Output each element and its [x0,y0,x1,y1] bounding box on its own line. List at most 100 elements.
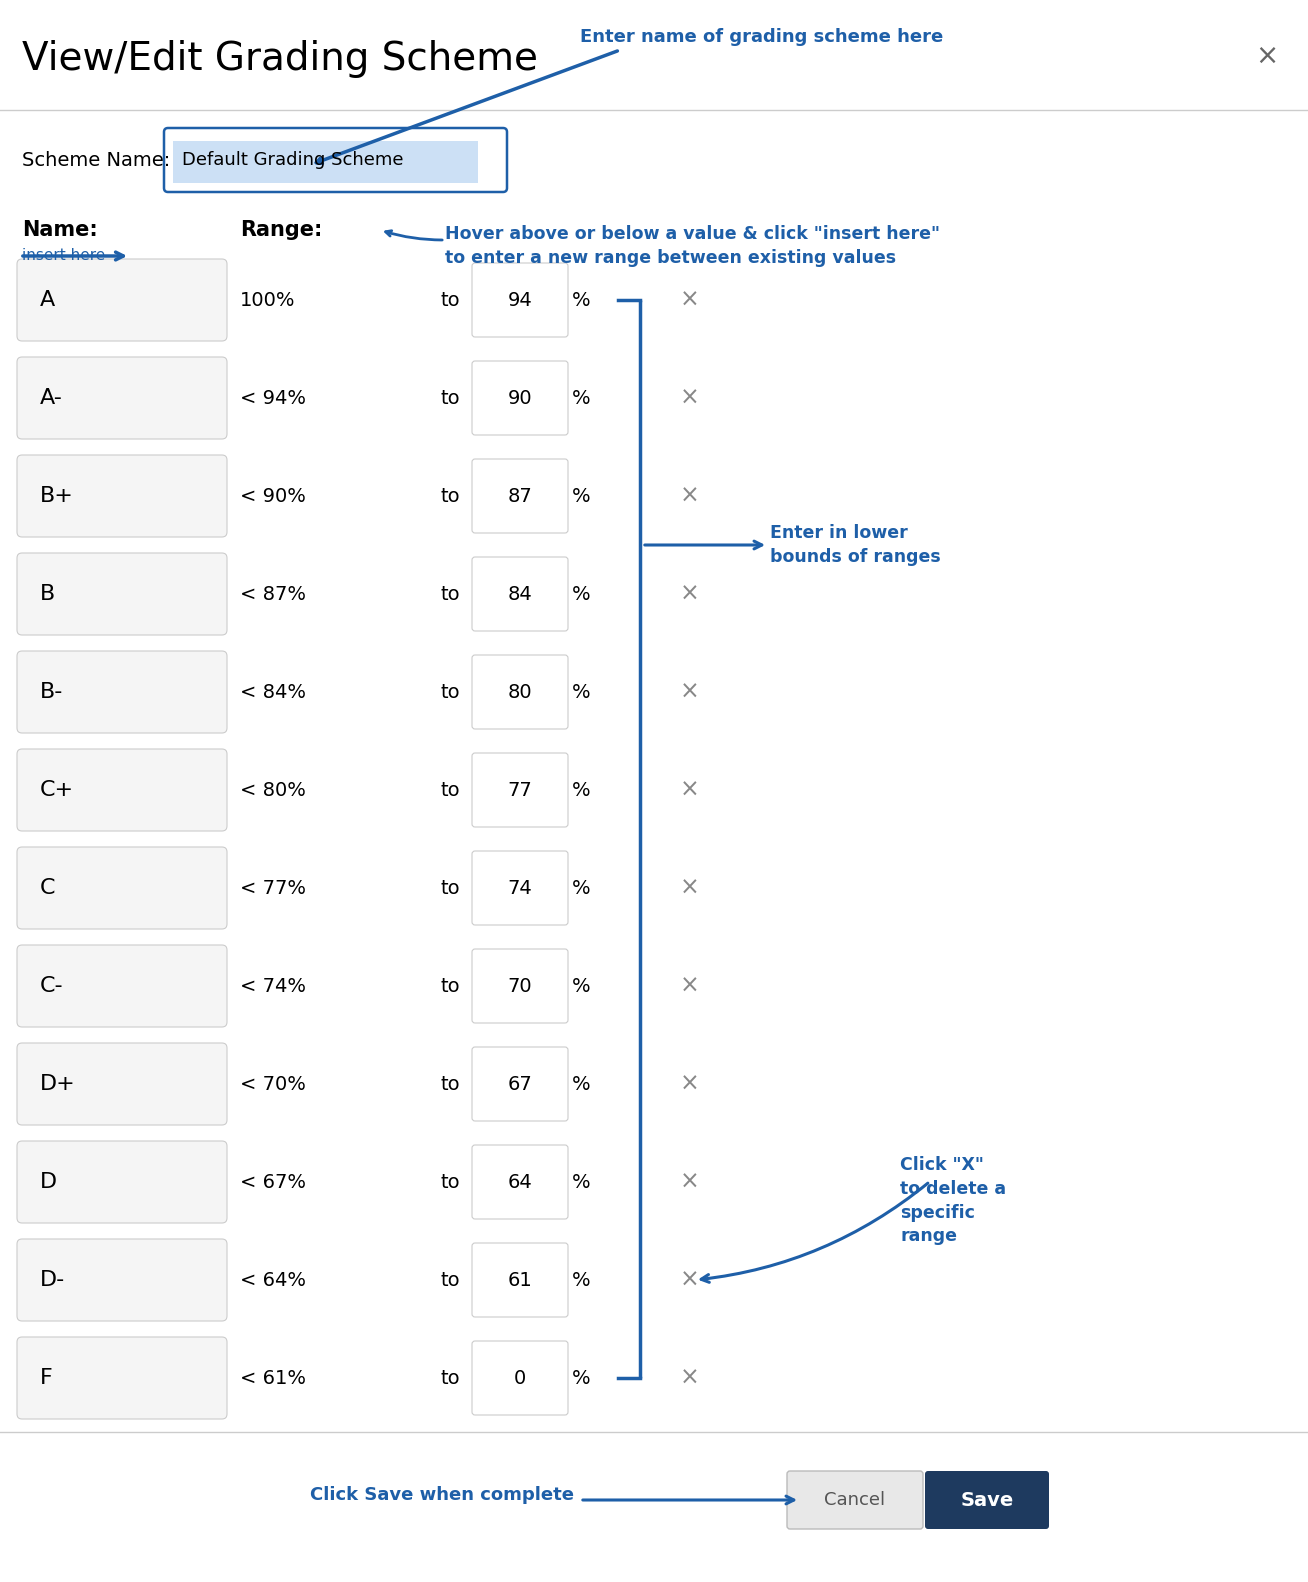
Text: %: % [572,291,591,310]
Text: Name:: Name: [22,220,98,240]
Text: ×: × [680,680,700,704]
Text: B-: B- [41,682,63,702]
Text: < 74%: < 74% [239,976,306,995]
Text: %: % [572,389,591,408]
Text: < 70%: < 70% [239,1074,306,1093]
Text: Click Save when complete: Click Save when complete [310,1485,574,1504]
Text: to: to [441,878,460,897]
Text: Enter in lower
bounds of ranges: Enter in lower bounds of ranges [770,524,940,566]
Text: %: % [572,487,591,506]
FancyBboxPatch shape [472,949,568,1024]
Text: ×: × [680,1269,700,1292]
Text: ×: × [680,1365,700,1391]
Text: Hover above or below a value & click "insert here"
to enter a new range between : Hover above or below a value & click "in… [445,225,940,267]
Text: Enter name of grading scheme here: Enter name of grading scheme here [579,28,943,46]
Text: 77: 77 [508,780,532,799]
Text: to: to [441,1270,460,1289]
Text: Default Grading Scheme: Default Grading Scheme [182,150,403,169]
Text: 87: 87 [508,487,532,506]
Text: < 67%: < 67% [239,1172,306,1191]
Text: to: to [441,584,460,603]
FancyBboxPatch shape [472,263,568,337]
Text: ×: × [680,876,700,900]
Text: 94: 94 [508,291,532,310]
Text: < 77%: < 77% [239,878,306,897]
FancyBboxPatch shape [472,753,568,827]
Text: A-: A- [41,388,63,408]
FancyBboxPatch shape [472,1047,568,1122]
FancyBboxPatch shape [17,259,228,342]
Text: D+: D+ [41,1074,76,1095]
Text: 70: 70 [508,976,532,995]
Text: < 80%: < 80% [239,780,306,799]
Text: B+: B+ [41,486,73,506]
Text: %: % [572,878,591,897]
FancyBboxPatch shape [472,851,568,925]
Text: to: to [441,1368,460,1387]
Text: %: % [572,1270,591,1289]
Text: A: A [41,290,55,310]
Text: to: to [441,682,460,701]
Text: to: to [441,291,460,310]
Text: %: % [572,1368,591,1387]
FancyBboxPatch shape [164,128,508,191]
Text: C+: C+ [41,780,75,800]
FancyBboxPatch shape [17,652,228,732]
Text: 80: 80 [508,682,532,701]
FancyBboxPatch shape [17,748,228,831]
Text: to: to [441,976,460,995]
FancyBboxPatch shape [472,361,568,435]
FancyBboxPatch shape [17,1337,228,1419]
Text: ×: × [680,1171,700,1194]
Text: ×: × [680,1073,700,1096]
Text: Cancel: Cancel [824,1490,886,1509]
Text: ×: × [680,975,700,998]
Text: F: F [41,1368,52,1387]
FancyBboxPatch shape [472,459,568,533]
Text: 64: 64 [508,1172,532,1191]
Text: 100%: 100% [239,291,296,310]
Text: 74: 74 [508,878,532,897]
Text: < 64%: < 64% [239,1270,306,1289]
Text: < 90%: < 90% [239,487,306,506]
FancyBboxPatch shape [17,944,228,1027]
Text: to: to [441,1074,460,1093]
Text: ×: × [680,778,700,802]
Text: View/Edit Grading Scheme: View/Edit Grading Scheme [22,40,538,78]
FancyBboxPatch shape [472,1342,568,1414]
Text: %: % [572,780,591,799]
Text: < 61%: < 61% [239,1368,306,1387]
FancyBboxPatch shape [17,554,228,634]
Text: Save: Save [960,1490,1014,1509]
Text: < 94%: < 94% [239,389,306,408]
FancyBboxPatch shape [472,557,568,631]
Text: ×: × [680,484,700,508]
Text: Range:: Range: [239,220,322,240]
FancyBboxPatch shape [472,655,568,729]
Text: ×: × [680,582,700,606]
FancyBboxPatch shape [472,1145,568,1220]
Text: 61: 61 [508,1270,532,1289]
Text: %: % [572,1074,591,1093]
Text: to: to [441,389,460,408]
Text: C: C [41,878,55,899]
Text: D-: D- [41,1270,65,1289]
Text: to: to [441,487,460,506]
Text: insert here: insert here [22,248,105,264]
Text: Click "X"
to delete a
specific
range: Click "X" to delete a specific range [900,1156,1006,1245]
FancyBboxPatch shape [173,141,477,184]
FancyBboxPatch shape [17,1141,228,1223]
Text: 67: 67 [508,1074,532,1093]
Text: D: D [41,1172,58,1191]
Text: %: % [572,1172,591,1191]
Text: 84: 84 [508,584,532,603]
Text: %: % [572,976,591,995]
Text: %: % [572,584,591,603]
Text: %: % [572,682,591,701]
FancyBboxPatch shape [17,456,228,536]
FancyBboxPatch shape [787,1471,923,1528]
Text: B: B [41,584,55,604]
FancyBboxPatch shape [472,1243,568,1316]
Text: C-: C- [41,976,64,997]
Text: ×: × [680,386,700,410]
